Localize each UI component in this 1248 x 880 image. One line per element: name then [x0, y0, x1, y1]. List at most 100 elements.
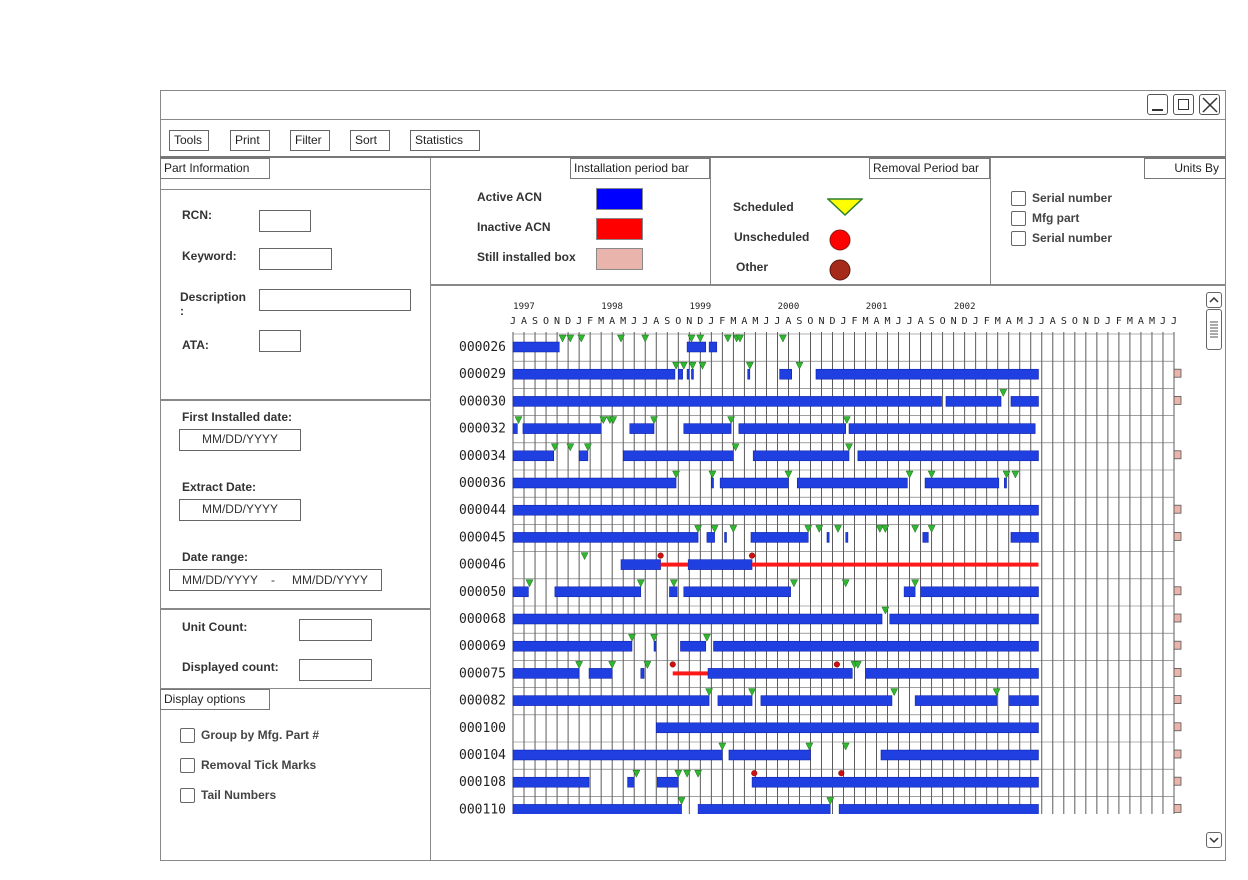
first-installed-input[interactable]: MM/DD/YYYY	[179, 429, 301, 451]
scheduled-removal-marker	[790, 579, 798, 588]
scroll-thumb[interactable]	[1206, 309, 1222, 350]
month-tick-label: S	[796, 316, 802, 327]
month-tick-label: D	[962, 316, 968, 327]
still-installed-box	[1173, 586, 1182, 596]
active-installation-bar	[512, 423, 518, 434]
still-installed-box	[1173, 368, 1182, 378]
month-tick-label: A	[1006, 316, 1012, 327]
scroll-up-button[interactable]	[1206, 292, 1222, 308]
still-installed-box	[1173, 531, 1182, 541]
active-installation-bar	[622, 450, 734, 462]
inactive-acn-label: Inactive ACN	[477, 220, 551, 234]
scheduled-removal-marker	[672, 361, 680, 370]
month-tick-label: M	[995, 316, 1001, 327]
scheduled-removal-marker	[558, 334, 567, 343]
date-range-field[interactable]: MM/DD/YYYY - MM/DD/YYYY	[169, 569, 382, 591]
maximize-button[interactable]	[1173, 94, 1194, 115]
active-installation-bar	[678, 368, 683, 380]
part-information-title: Part Information	[160, 158, 270, 179]
description-input[interactable]	[259, 289, 411, 311]
month-tick-label: D	[1094, 316, 1100, 327]
scheduled-removal-marker	[805, 742, 814, 751]
serial-number-checkbox[interactable]	[1011, 191, 1026, 206]
scheduled-removal-marker	[745, 361, 754, 370]
active-installation-bar	[724, 532, 727, 543]
month-tick-label: S	[664, 316, 670, 327]
active-installation-bar	[706, 532, 715, 543]
row-label: 000044	[459, 503, 506, 518]
unscheduled-removal-marker	[669, 661, 676, 668]
sort-button[interactable]: Sort	[350, 130, 390, 151]
vertical-scrollbar[interactable]	[1206, 292, 1223, 849]
active-installation-bar	[1010, 532, 1039, 543]
month-tick-label: A	[1050, 316, 1056, 327]
active-installation-bar	[512, 613, 883, 625]
month-tick-label: J	[1028, 316, 1034, 327]
scheduled-removal-marker	[911, 525, 920, 533]
still-installed-swatch	[596, 248, 643, 270]
installation-period-title: Installation period bar	[570, 158, 710, 179]
print-button[interactable]: Print	[230, 130, 270, 151]
scheduled-removal-marker	[1002, 470, 1011, 479]
active-installation-bar	[752, 450, 850, 462]
still-installed-box	[1173, 722, 1182, 732]
month-tick-label: J	[576, 316, 582, 327]
ata-input[interactable]	[259, 330, 301, 352]
active-installation-bar	[680, 640, 707, 652]
active-installation-bar	[889, 613, 1039, 625]
extract-date-input[interactable]: MM/DD/YYYY	[179, 499, 301, 521]
active-installation-bar	[640, 668, 645, 679]
unscheduled-removal-marker	[838, 770, 845, 777]
active-installation-bar	[717, 695, 753, 706]
active-installation-bar	[697, 804, 831, 814]
units-by-title: Units By	[1144, 158, 1226, 179]
group-by-mfg-checkbox[interactable]	[180, 728, 195, 743]
rcn-input[interactable]	[259, 210, 311, 232]
active-installation-bar	[815, 368, 1039, 380]
active-installation-bar	[512, 640, 633, 652]
month-tick-label: M	[752, 316, 758, 327]
tools-button[interactable]: Tools	[169, 130, 209, 151]
scheduled-removal-marker	[636, 579, 645, 588]
still-installed-box	[1173, 504, 1182, 514]
month-tick-label: O	[940, 316, 946, 327]
active-installation-bar	[848, 423, 1036, 434]
month-tick-label: N	[818, 316, 824, 327]
keyword-input[interactable]	[259, 248, 332, 270]
close-button[interactable]	[1199, 94, 1220, 115]
unit-count-field	[299, 619, 372, 641]
scroll-down-button[interactable]	[1206, 832, 1222, 848]
active-installation-bar	[512, 396, 942, 407]
active-installation-bar	[1008, 695, 1039, 706]
row-label: 000104	[459, 748, 506, 763]
row-label: 000075	[459, 666, 506, 681]
scheduled-removal-marker	[804, 525, 813, 533]
serial-number-2-checkbox[interactable]	[1011, 231, 1026, 246]
removal-tick-marks-checkbox[interactable]	[180, 758, 195, 773]
month-tick-label: J	[642, 316, 648, 327]
chevron-up-icon	[1209, 296, 1219, 303]
statistics-button[interactable]: Statistics	[410, 130, 480, 151]
row-label: 000046	[459, 558, 506, 573]
active-installation-bar	[751, 776, 1039, 788]
scheduled-removal-marker	[677, 797, 686, 805]
minimize-button[interactable]	[1147, 94, 1168, 115]
month-tick-label: N	[686, 316, 692, 327]
mfg-part-checkbox[interactable]	[1011, 211, 1026, 226]
date-range-to: MM/DD/YYYY	[292, 573, 369, 587]
active-installation-bar	[845, 532, 849, 543]
tail-numbers-label: Tail Numbers	[201, 788, 277, 802]
month-tick-label: M	[730, 316, 736, 327]
active-installation-bar	[657, 776, 679, 788]
active-installation-bar	[512, 368, 676, 380]
filter-button[interactable]: Filter	[290, 130, 330, 151]
inactive-installation-bar	[752, 562, 1039, 567]
tail-numbers-checkbox[interactable]	[180, 788, 195, 803]
row-label: 000045	[459, 530, 506, 545]
month-tick-label: F	[1116, 316, 1122, 327]
month-tick-label: J	[896, 316, 902, 327]
divider	[160, 608, 430, 610]
title-bar	[160, 90, 1226, 120]
month-tick-label: D	[565, 316, 571, 327]
active-installation-bar	[627, 776, 635, 788]
